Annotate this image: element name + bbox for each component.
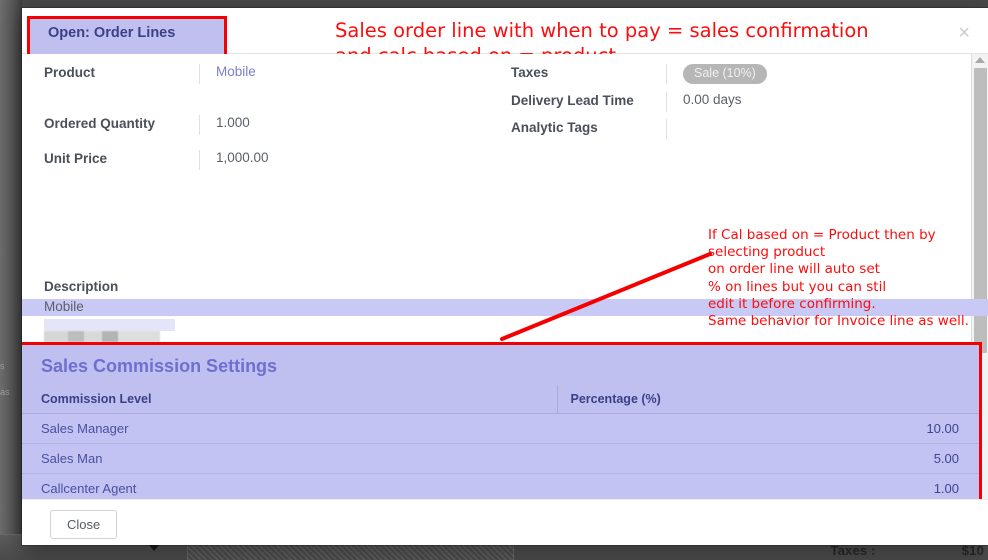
field-delivery-lead-time: Delivery Lead Time 0.00 days	[511, 92, 941, 119]
scroll-up-arrow-icon[interactable]	[975, 57, 985, 63]
form-column-right: Taxes Sale (10%) Delivery Lead Time 0.00…	[511, 64, 941, 154]
description-label: Description	[44, 279, 119, 294]
field-delivery-lead-time-label: Delivery Lead Time	[511, 93, 634, 108]
field-product-label: Product	[44, 65, 96, 80]
field-analytic-tags-value[interactable]	[666, 119, 941, 139]
annotation-arrow-icon	[500, 252, 712, 341]
redacted-block-2	[44, 331, 160, 342]
table-row[interactable]: Sales Man 5.00	[22, 443, 979, 474]
field-product: Product Mobile	[44, 64, 474, 115]
background-ghost-line-1: s	[0, 361, 5, 371]
commission-table-header-row: Commission Level Percentage (%)	[22, 385, 979, 414]
dialog-title: Open: Order Lines	[48, 25, 176, 41]
description-block: Description Mobile	[44, 279, 974, 342]
background-bottom-cell-2	[188, 534, 514, 560]
tax-tag-badge[interactable]: Sale (10%)	[683, 64, 767, 84]
background-bottom-cell-1	[0, 534, 188, 560]
scrollbar-thumb[interactable]	[974, 68, 987, 353]
cell-commission-level[interactable]: Sales Man	[22, 443, 557, 474]
field-product-value[interactable]: Mobile	[199, 64, 474, 84]
column-header-commission-level[interactable]: Commission Level	[22, 385, 557, 414]
cell-commission-level[interactable]: Callcenter Agent	[22, 473, 557, 499]
field-ordered-quantity-value[interactable]: 1.000	[199, 115, 474, 135]
field-unit-price: Unit Price 1,000.00	[44, 150, 474, 198]
field-unit-price-value[interactable]: 1,000.00	[199, 150, 474, 170]
close-button[interactable]: Close	[50, 510, 118, 539]
close-icon[interactable]: ×	[958, 22, 970, 44]
order-lines-dialog: Open: Order Lines Sales order line with …	[22, 8, 988, 545]
form-fields: Product Mobile Ordered Quantity 1.000 Un…	[22, 54, 988, 499]
field-unit-price-label: Unit Price	[44, 151, 108, 166]
column-header-percentage[interactable]: Percentage (%)	[556, 385, 979, 414]
field-taxes-label: Taxes	[511, 65, 549, 80]
background-totals-label: Taxes :	[830, 543, 876, 558]
cell-percentage[interactable]: 1.00	[557, 473, 979, 499]
redacted-block-1	[44, 319, 175, 331]
field-analytic-tags-label: Analytic Tags	[511, 120, 598, 135]
field-ordered-quantity-label: Ordered Quantity	[44, 116, 156, 131]
field-taxes: Taxes Sale (10%)	[511, 64, 941, 92]
commission-panel-title: Sales Commission Settings	[41, 356, 278, 376]
side-annotation-text: If Cal based on = Product then by select…	[708, 227, 969, 330]
background-caret-icon	[148, 544, 160, 551]
sales-commission-settings-panel: Sales Commission Settings Commission Lev…	[22, 342, 982, 499]
field-taxes-value[interactable]: Sale (10%)	[666, 64, 941, 84]
table-row[interactable]: Sales Manager 10.00	[22, 413, 979, 444]
dialog-footer: Close	[22, 499, 988, 545]
field-delivery-lead-time-value[interactable]: 0.00 days	[666, 92, 941, 112]
dialog-body: Product Mobile Ordered Quantity 1.000 Un…	[22, 54, 988, 499]
field-analytic-tags: Analytic Tags	[511, 119, 941, 154]
cell-percentage[interactable]: 5.00	[557, 443, 979, 474]
field-ordered-quantity: Ordered Quantity 1.000	[44, 115, 474, 150]
cell-percentage[interactable]: 10.00	[557, 413, 979, 444]
dialog-header: Open: Order Lines Sales order line with …	[22, 8, 988, 67]
description-selection-highlight	[44, 299, 974, 316]
background-totals-amount: $10	[961, 543, 984, 558]
table-row[interactable]: Callcenter Agent 1.00	[22, 473, 979, 499]
background-ghost-line-2: as	[0, 387, 10, 397]
cell-commission-level[interactable]: Sales Manager	[22, 413, 557, 444]
description-value[interactable]: Mobile	[44, 299, 84, 314]
commission-table-body: Sales Manager 10.00 Sales Man 5.00 Callc…	[22, 413, 979, 499]
commission-table: Commission Level Percentage (%) Sales Ma…	[22, 385, 979, 499]
form-column-left: Product Mobile Ordered Quantity 1.000 Un…	[44, 64, 474, 198]
background-left-strip	[0, 0, 22, 560]
background-totals: Taxes : $10	[830, 543, 984, 558]
